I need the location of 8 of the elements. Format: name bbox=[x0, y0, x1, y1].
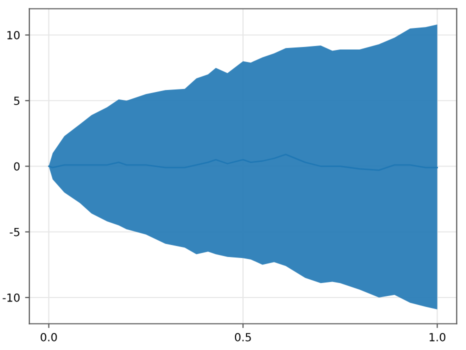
y-tick-label: 10 bbox=[7, 30, 20, 40]
y-tick-label: 0 bbox=[14, 162, 20, 171]
x-tick-label: 0.5 bbox=[234, 332, 251, 342]
y-tick-label: -5 bbox=[10, 228, 20, 236]
x-tick-label: 1.0 bbox=[430, 332, 446, 342]
y-tick-label: -10 bbox=[2, 293, 20, 302]
y-tick-label: 5 bbox=[14, 96, 20, 106]
x-tick-label: 0.0 bbox=[40, 332, 57, 342]
